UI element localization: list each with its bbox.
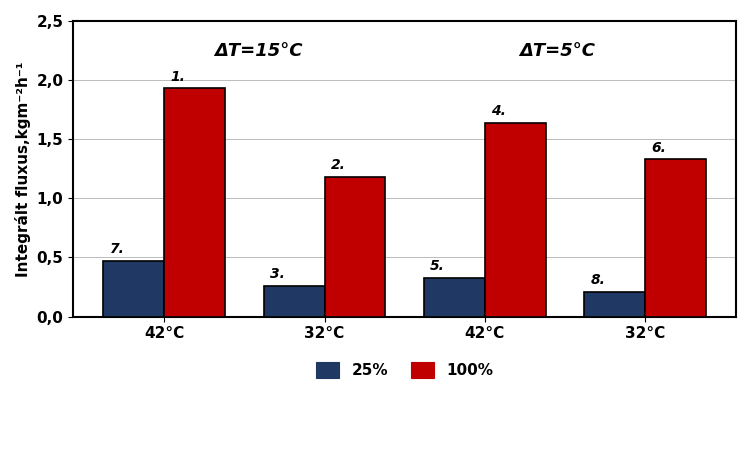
Bar bbox=[484, 123, 546, 316]
Bar bbox=[104, 261, 164, 316]
Text: 8.: 8. bbox=[590, 273, 605, 287]
Bar bbox=[324, 177, 385, 316]
Bar bbox=[645, 159, 706, 316]
Text: 1.: 1. bbox=[170, 70, 185, 84]
Bar bbox=[264, 286, 324, 316]
Text: 6.: 6. bbox=[651, 140, 666, 155]
Text: 3.: 3. bbox=[270, 267, 285, 281]
Bar bbox=[584, 292, 645, 316]
Text: 5.: 5. bbox=[430, 259, 445, 273]
Legend: 25%, 100%: 25%, 100% bbox=[309, 355, 501, 386]
Y-axis label: Integrált fluxus,kgm⁻²h⁻¹: Integrált fluxus,kgm⁻²h⁻¹ bbox=[15, 61, 31, 276]
Text: 7.: 7. bbox=[110, 242, 125, 256]
Text: 2.: 2. bbox=[330, 158, 345, 172]
Bar bbox=[424, 278, 484, 316]
Text: 4.: 4. bbox=[491, 104, 505, 118]
Text: ΔT=5°C: ΔT=5°C bbox=[519, 41, 595, 59]
Bar bbox=[164, 88, 225, 316]
Text: ΔT=15°C: ΔT=15°C bbox=[215, 41, 303, 59]
